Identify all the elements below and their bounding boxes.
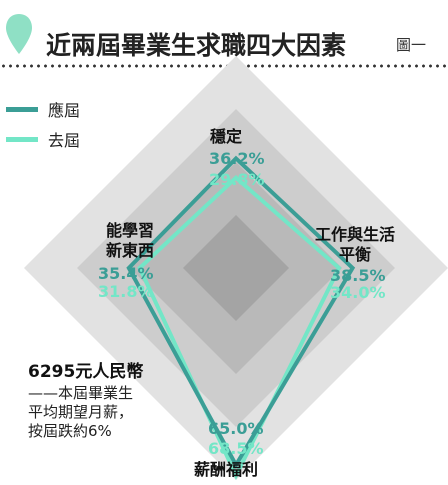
value-stability-last: 29.8% bbox=[209, 170, 265, 189]
legend-label-current: 應屆 bbox=[48, 101, 81, 120]
category-label-stability: 穩定 bbox=[209, 127, 242, 146]
legend: 應屆 去屆 bbox=[6, 94, 80, 154]
series-current-polygon bbox=[126, 155, 356, 469]
value-stability-current: 36.2% bbox=[209, 149, 265, 168]
value-learning-last: 31.8% bbox=[98, 282, 154, 301]
value-work-life-last: 34.0% bbox=[330, 283, 386, 302]
category-label-learning: 能學習 新東西 bbox=[105, 221, 154, 260]
dotted-divider bbox=[0, 64, 448, 68]
legend-item-last: 去屆 bbox=[6, 124, 80, 154]
legend-swatch-current bbox=[6, 106, 38, 112]
value-work-life-current: 38.5% bbox=[330, 266, 386, 285]
radar-rings bbox=[24, 56, 448, 480]
legend-label-last: 去屆 bbox=[48, 131, 81, 150]
value-salary-current: 65.0% bbox=[208, 419, 264, 438]
radar-ring-4 bbox=[183, 215, 289, 321]
note-amount: 6295元人民幣 bbox=[28, 362, 144, 382]
location-pin-icon bbox=[6, 14, 32, 54]
header: 近兩屆畢業生求職四大因素 圖一 bbox=[0, 0, 448, 72]
figure-label: 圖一 bbox=[396, 36, 427, 54]
legend-swatch-last bbox=[6, 136, 38, 142]
note-text: ——本屆畢業生 平均期望月薪， 按屆跌約6% bbox=[28, 384, 134, 440]
series-last-polygon bbox=[137, 175, 342, 481]
value-learning-current: 35.4% bbox=[98, 264, 154, 283]
salary-note: 6295元人民幣 ——本屆畢業生 平均期望月薪， 按屆跌約6% bbox=[28, 357, 178, 441]
legend-item-current: 應屆 bbox=[6, 94, 80, 124]
page-title: 近兩屆畢業生求職四大因素 bbox=[46, 31, 347, 60]
category-label-work-life-balance: 工作與生活 平衡 bbox=[314, 225, 395, 264]
value-salary-last: 68.5% bbox=[208, 439, 264, 458]
category-label-salary: 薪酬福利 bbox=[193, 460, 258, 479]
